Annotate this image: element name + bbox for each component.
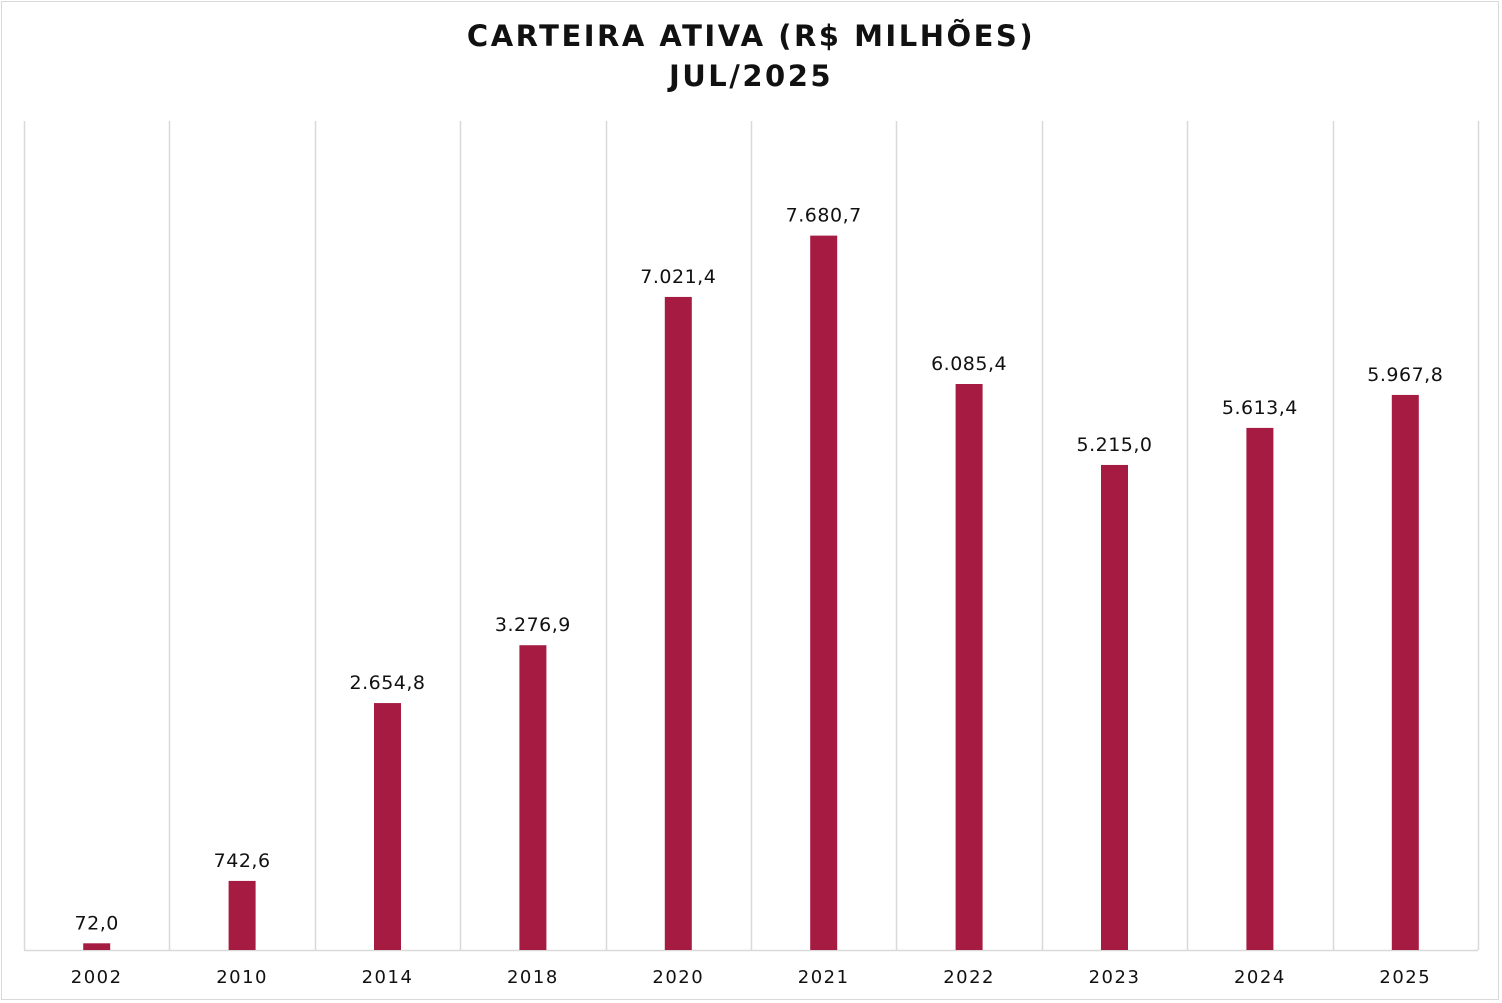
chart-subtitle: JUL/2025 [668,59,834,93]
data-label: 742,6 [214,850,271,872]
data-label: 5.215,0 [1076,434,1152,456]
data-label: 5.967,8 [1367,364,1443,386]
bar [664,296,692,950]
data-label: 7.680,7 [786,205,862,227]
x-tick-label: 2021 [798,967,850,988]
chart-title-block: CARTEIRA ATIVA (R$ MILHÕES) JUL/2025 [0,16,1502,96]
data-label: 7.021,4 [640,266,716,288]
bar [374,703,401,950]
data-label: 5.613,4 [1222,397,1298,419]
chart-title: CARTEIRA ATIVA (R$ MILHÕES) [466,19,1036,53]
data-label: 6.085,4 [931,353,1007,375]
x-tick-label: 2010 [216,967,268,988]
bar [810,235,838,951]
x-tick-label: 2020 [652,967,704,988]
x-tick-label: 2024 [1234,967,1286,988]
x-tick-label: 2002 [71,967,123,988]
data-label: 3.276,9 [495,614,571,636]
bar [1391,394,1419,950]
bar [83,943,111,950]
x-tick-label: 2018 [507,967,559,988]
bar [955,383,983,950]
bar [228,880,256,950]
data-label: 72,0 [75,912,119,934]
x-tick-label: 2014 [362,967,414,988]
data-label: 2.654,8 [349,672,425,694]
bar [1246,427,1274,950]
x-tick-label: 2023 [1089,967,1141,988]
bar [519,645,547,950]
bar [1101,464,1128,950]
x-tick-label: 2025 [1379,967,1431,988]
x-tick-label: 2022 [943,967,995,988]
